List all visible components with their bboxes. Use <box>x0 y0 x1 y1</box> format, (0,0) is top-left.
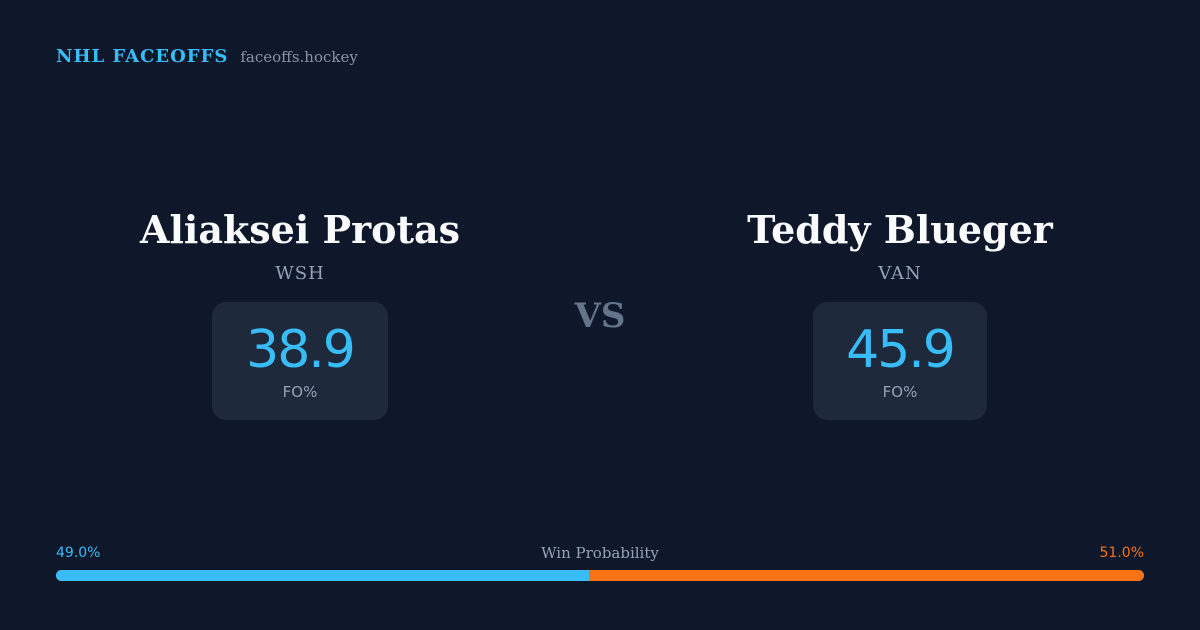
player-left-fo-label: FO% <box>282 383 318 401</box>
win-probability-bar <box>56 570 1144 581</box>
player-right-name: Teddy Blueger <box>747 207 1053 252</box>
win-probability-left-percent: 49.0% <box>56 545 101 561</box>
player-left-team: WSH <box>275 263 325 284</box>
player-right-fo-label: FO% <box>882 383 918 401</box>
win-probability-title: Win Probability <box>541 544 659 562</box>
player-left-name: Aliaksei Protas <box>139 207 461 252</box>
win-probability-labels: 49.0% Win Probability 51.0% <box>56 542 1144 564</box>
player-right-fo-value: 45.9 <box>846 320 956 380</box>
brand-name: NHL FACEOFFS <box>56 46 229 67</box>
brand-header: NHL FACEOFFS faceoffs.hockey <box>56 46 358 76</box>
player-left: Aliaksei Protas WSH <box>20 200 580 288</box>
win-probability-bar-left <box>56 570 590 581</box>
win-probability-bar-right <box>589 570 1144 581</box>
player-left-stat-card: 38.9 FO% <box>212 302 388 420</box>
player-right-stat-card: 45.9 FO% <box>813 302 987 420</box>
player-right-team: VAN <box>878 263 922 284</box>
brand-site: faceoffs.hockey <box>240 48 358 66</box>
vs-label: VS <box>574 296 626 336</box>
win-probability-right-percent: 51.0% <box>1099 545 1144 561</box>
player-left-fo-value: 38.9 <box>246 320 356 380</box>
player-right: Teddy Blueger VAN <box>620 200 1180 288</box>
